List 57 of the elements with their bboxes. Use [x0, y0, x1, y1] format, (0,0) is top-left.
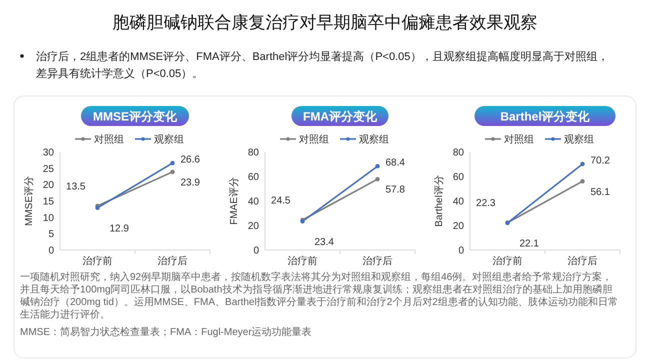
chart-title: MMSE评分变化 — [93, 110, 178, 124]
x-tick-label: 治疗后 — [362, 255, 392, 267]
data-label: 68.4 — [386, 158, 406, 169]
legend-label: 对照组 — [504, 134, 534, 146]
y-tick-label: 60 — [248, 172, 260, 183]
point — [170, 170, 175, 174]
data-label: 13.5 — [66, 181, 86, 192]
legend-label: 观察组 — [154, 134, 184, 146]
y-tick-label: 40 — [248, 196, 260, 208]
data-label: 23.9 — [180, 177, 200, 188]
y-tick-label: 80 — [452, 148, 464, 158]
y-tick-label: 25 — [42, 164, 54, 175]
y-tick-label: 30 — [42, 148, 54, 158]
text: 胞磷胆碱钠联合康复治疗对早期脑卒中偏瘫患者效果观察 — [112, 13, 538, 32]
x-tick-label: 治疗前 — [288, 255, 318, 267]
point — [375, 176, 380, 182]
y-tick-label: 20 — [452, 221, 464, 232]
data-label: 23.4 — [314, 236, 334, 248]
data-label: 22.1 — [520, 238, 540, 250]
y-tick-label: 0 — [48, 246, 54, 256]
data-label: 12.9 — [110, 223, 130, 234]
point — [580, 162, 585, 166]
legend-label: 观察组 — [564, 134, 594, 146]
y-tick-label: 20 — [42, 180, 54, 192]
data-label: 56.1 — [590, 186, 610, 198]
y-tick-label: 15 — [42, 196, 54, 208]
x-tick-label: 治疗后 — [568, 255, 598, 267]
y-tick-label: 0 — [458, 246, 464, 256]
data-label: 24.5 — [271, 195, 291, 206]
y-tick-label: 10 — [42, 212, 54, 224]
point — [375, 164, 380, 168]
x-tick-label: 治疗前 — [82, 255, 112, 267]
y-tick-label: 0 — [253, 246, 260, 256]
data-label: 70.2 — [590, 156, 610, 167]
data-label: 22.3 — [476, 198, 496, 210]
y-tick-label: 60 — [452, 172, 464, 183]
legend-label: 对照组 — [94, 134, 124, 146]
data-label: 26.6 — [180, 154, 200, 166]
y-tick-label: 20 — [248, 221, 260, 232]
legend-label: 对照组 — [299, 134, 329, 146]
data-label: 57.8 — [386, 184, 406, 196]
y-axis-title: FMAE评分 — [228, 177, 240, 225]
point — [580, 179, 585, 184]
text: MMSE：简易智力状态检查量表；FMA：Fugl-Meyer运动功能量表 — [20, 326, 312, 338]
y-tick-label: 40 — [452, 196, 464, 208]
y-tick-label: 80 — [248, 148, 260, 158]
chart-title: Barthel评分变化 — [500, 110, 591, 124]
y-axis-title: MMSE评分 — [23, 176, 35, 226]
point — [170, 160, 175, 166]
chart-title: FMA评分变化 — [303, 110, 378, 124]
y-axis-title: Barthel评分 — [433, 175, 445, 227]
x-tick-label: 治疗后 — [158, 255, 188, 267]
legend-label: 观察组 — [359, 134, 389, 146]
x-tick-label: 治疗前 — [492, 255, 522, 267]
y-tick-label: 5 — [48, 229, 54, 240]
text: 治疗后，2组患者的MMSE评分、FMA评分、Barthel评分均显著提高（P<0.05），且观察组提高幅度明显高于对照组，差异具有统计学意义（P<0.05）。 — [36, 50, 608, 80]
text: 一项随机对照研究，纳入92例早期脑卒中患者，按随机数字表法将其分为对照组和观察组，每组46例。对照组患者给予常规治疗方案，并且每天给予100mg阿司匹林口服，以Bobath技术为指导循序渐进地进行常规康复训练；观察组患者在对照组治疗的基础上加用胞磷胆碱钠治疗（200mg tid）。运用MMSE、FMA、Barthel指数评分量表于治疗前和治疗2个月后对2组患者的认知功能、肢体运动功能和日常生活能力进行评价。 — [20, 271, 618, 320]
